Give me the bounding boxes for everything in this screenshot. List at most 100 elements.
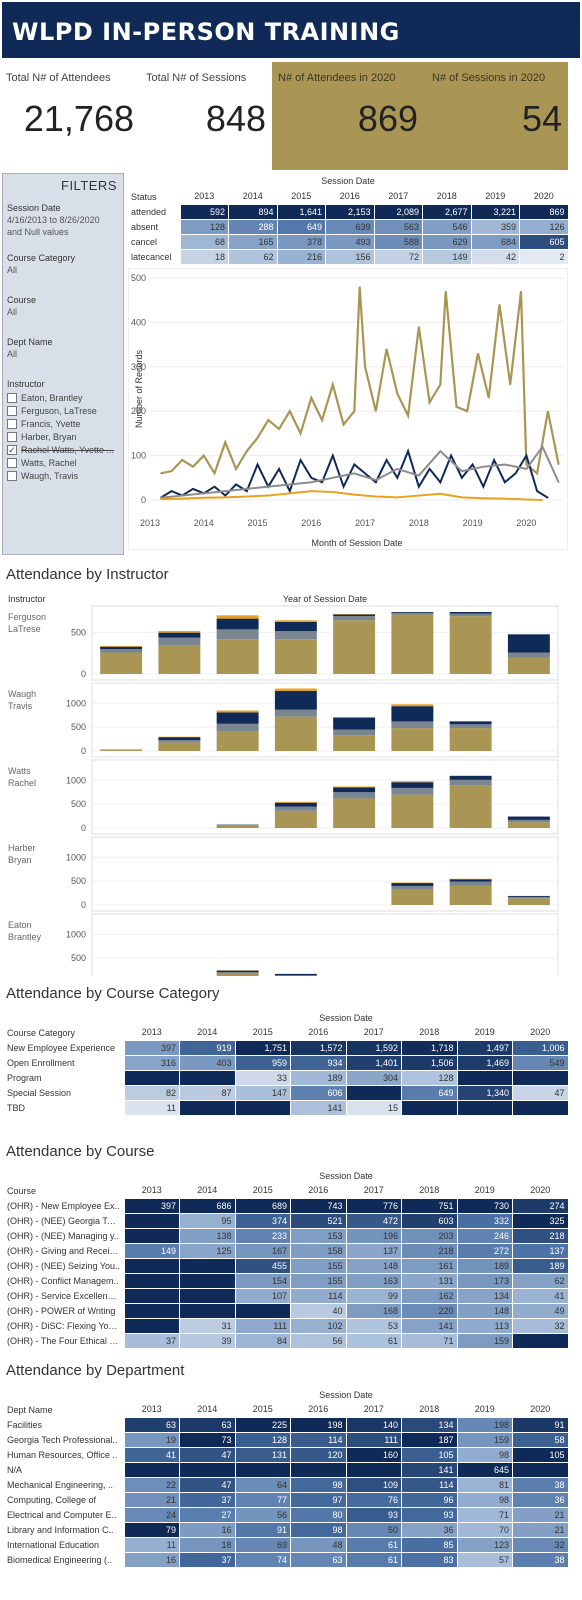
table-row[interactable]: Library and Information C.. 79 16 91 98 50 36 7… — [4, 1521, 569, 1538]
y-tick-label: 1000 — [66, 775, 86, 785]
table-row[interactable]: (OHR) - New Employee Ex.. 397 686 689 743 776… — [4, 1197, 569, 1214]
table-cell: 37 — [179, 1551, 236, 1568]
table-cell: 32 — [512, 1536, 569, 1553]
checkbox-icon[interactable] — [7, 457, 17, 468]
instructor-option[interactable]: Ferguson, LaTrese — [7, 404, 119, 417]
table-cell: 38 — [512, 1551, 569, 1568]
session-date-filter-value[interactable]: 4/16/2013 to 8/26/2020 — [7, 215, 100, 225]
table-row[interactable]: absent 128 288 649 639 563 546 359 126 — [128, 218, 569, 235]
bar-segment — [274, 802, 317, 807]
table-row[interactable]: Open Enrollment 316 403 959 934 1,401 1,506 1,4… — [4, 1054, 569, 1071]
instructor-option[interactable]: Francis, Yvette — [7, 417, 119, 430]
table-cell: 167 — [234, 1242, 291, 1259]
bar-segment — [100, 645, 143, 647]
instructor-option[interactable]: Harber, Bryan — [7, 430, 119, 443]
table-cell: 123 — [456, 1536, 513, 1553]
table-row[interactable]: Facilities 63 63 225 198 140 134 198 91 — [4, 1416, 569, 1433]
table-cell — [179, 1257, 236, 1274]
table-cell: 128 — [234, 1431, 291, 1448]
table-row[interactable]: (OHR) - Service Excellence.. 107 114 99 162 1… — [4, 1287, 569, 1304]
data-point — [445, 290, 447, 292]
table-cell: 31 — [179, 1317, 236, 1334]
checkbox-icon[interactable] — [7, 405, 17, 416]
table-cell: 98 — [290, 1476, 347, 1493]
course-filter-value[interactable]: All — [7, 307, 18, 317]
checkbox-icon[interactable] — [7, 392, 17, 403]
session-date-filter-label: Session Date — [7, 203, 61, 213]
table-row[interactable]: Program 33 189 304 128 — [4, 1069, 569, 1086]
checkbox-icon[interactable] — [7, 470, 17, 481]
table-cell: 57 — [456, 1551, 513, 1568]
table-row[interactable]: (OHR) - The Four Ethical C.. 37 39 84 56 61 71… — [4, 1332, 569, 1349]
instructor-option[interactable]: Waugh, Travis — [7, 469, 119, 482]
year-header: 2013 — [141, 1185, 162, 1196]
data-point — [299, 459, 302, 461]
table-cell — [179, 1461, 236, 1478]
data-point — [488, 397, 490, 399]
table-row[interactable]: latecancel 18 62 216 156 72 149 42 2 — [128, 248, 569, 265]
table-row[interactable]: attended 592 894 1,641 2,153 2,089 2,677 3,221 8… — [128, 203, 569, 220]
bar-segment — [274, 639, 317, 674]
table-cell: 24 — [123, 1506, 180, 1523]
table-cell: 218 — [401, 1242, 458, 1259]
checkbox-icon[interactable] — [7, 431, 17, 442]
year-header: 2019 — [485, 191, 506, 202]
table-cell: 79 — [123, 1521, 180, 1538]
table-cell: 1,506 — [401, 1054, 458, 1071]
instructor-option[interactable]: Eaton, Brantley — [7, 391, 119, 404]
year-header: 2015 — [252, 1185, 273, 1196]
table-row[interactable]: International Education 11 18 69 48 61 85 123 32 — [4, 1536, 569, 1553]
year-header: 2017 — [388, 191, 409, 202]
dept-filter-value[interactable]: All — [7, 349, 18, 359]
table-row[interactable]: Georgia Tech Professional.. 19 73 128 114 111… — [4, 1431, 569, 1448]
year-header: 2014 — [197, 1185, 218, 1196]
table-row[interactable]: (OHR) - DiSC: Flexing Your.. 31 111 102 53 14… — [4, 1317, 569, 1334]
table-row[interactable]: Human Resources, Office .. 41 47 131 120 160 1… — [4, 1446, 569, 1463]
table-cell — [123, 1461, 180, 1478]
table-row[interactable]: Biomedical Engineering (.. 16 37 74 63 61 83 57… — [4, 1551, 569, 1568]
data-point — [428, 468, 431, 470]
instructor-option[interactable]: ✓ Rachel Watts, Yvette ... — [7, 443, 119, 456]
table-row[interactable]: (OHR) - (NEE) Seizing You.. 455 155 148 161 1… — [4, 1257, 569, 1274]
x-tick-label: 2019 — [463, 518, 483, 528]
bar-segment — [391, 614, 434, 674]
table-row[interactable]: (OHR) - Giving and Receivi.. 149 125 167 158… — [4, 1242, 569, 1259]
checkbox-checked-icon[interactable]: ✓ — [7, 444, 17, 455]
bar-segment — [391, 883, 434, 886]
bar-segment — [274, 973, 317, 976]
instructor-option[interactable]: Watts, Rachel — [7, 456, 119, 469]
table-row[interactable]: TBD 11 141 15 — [4, 1099, 569, 1116]
data-point — [418, 486, 420, 488]
year-header: 2019 — [474, 1027, 495, 1038]
table-row[interactable]: Special Session 82 87 147 606 649 1,340 47 — [4, 1084, 569, 1101]
table-row[interactable]: cancel 68 165 378 493 588 629 684 605 — [128, 233, 569, 250]
x-tick-label: 2020 — [516, 518, 536, 528]
instructor-checkbox-list: Eaton, Brantley Ferguson, LaTrese Francis,… — [7, 391, 119, 482]
table-cell: 934 — [290, 1054, 347, 1071]
table-row[interactable]: Computing, College of 21 37 77 97 76 96 98 36 — [4, 1491, 569, 1508]
table-row[interactable]: Electrical and Computer E.. 24 27 56 80 93 93 7… — [4, 1506, 569, 1523]
row-label: cancel — [131, 236, 158, 247]
table-row[interactable]: New Employee Experience 397 919 1,751 1,572 1… — [4, 1039, 569, 1056]
course-table: Course 2013 2014 2015 2016 2017 2018 2019 2020 (O… — [4, 1183, 569, 1349]
bar-segment — [391, 612, 434, 613]
table-cell: 730 — [456, 1197, 513, 1214]
table-row[interactable]: (OHR) - (NEE) Georgia Tec.. 95 374 521 472 60… — [4, 1212, 569, 1229]
table-cell: 196 — [345, 1227, 402, 1244]
table-row[interactable]: Mechanical Engineering, .. 22 47 64 98 109 114… — [4, 1476, 569, 1493]
table-row[interactable]: (OHR) - POWER of Writing 40 168 220 148 49 — [4, 1302, 569, 1319]
data-point — [160, 498, 162, 500]
bar-segment — [274, 621, 317, 632]
table-row[interactable]: N/A 141 645 — [4, 1461, 569, 1478]
course-category-filter-value[interactable]: All — [7, 265, 18, 275]
table-cell: 649 — [276, 218, 326, 235]
table-row[interactable]: (OHR) - Conflict Managem.. 154 155 163 131 17… — [4, 1272, 569, 1289]
table-cell: 3,221 — [470, 203, 520, 220]
data-point — [267, 486, 269, 488]
series-line — [160, 444, 560, 499]
table-cell: 69 — [234, 1536, 291, 1553]
year-header: 2014 — [242, 191, 263, 202]
table-row[interactable]: (OHR) - (NEE) Managing y.. 138 233 153 196 20… — [4, 1227, 569, 1244]
checkbox-icon[interactable] — [7, 418, 17, 429]
table-cell: 649 — [401, 1084, 458, 1101]
